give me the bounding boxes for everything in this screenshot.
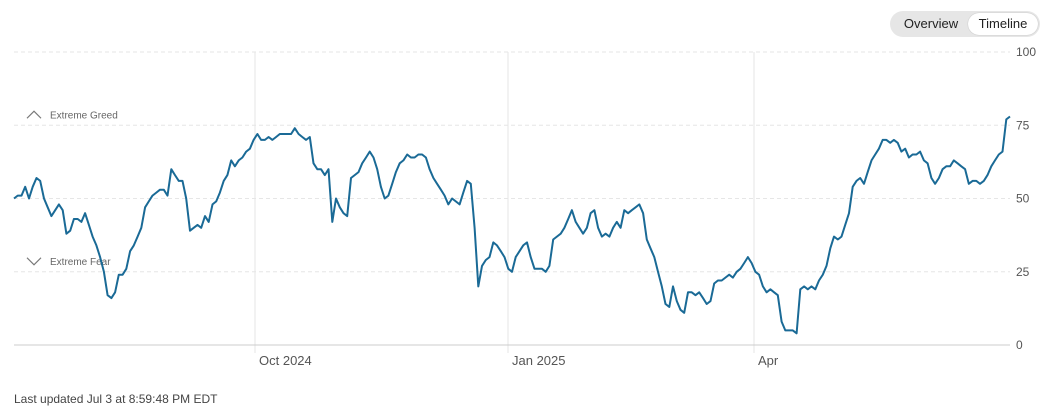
y-tick-label: 0 <box>1016 338 1023 352</box>
y-tick-label: 25 <box>1016 265 1030 279</box>
fear-greed-timeline-chart: 0 25 50 75 100 Oct 2024 Jan 2025 Apr Extreme Gr… <box>13 45 1036 368</box>
series <box>13 115 1011 335</box>
axes: 0 25 50 75 100 Oct 2024 Jan 2025 Apr <box>14 45 1036 368</box>
thresholds: Extreme Greed Extreme Fear <box>26 110 118 268</box>
chevron-down-icon <box>26 257 42 266</box>
y-tick-label: 75 <box>1016 118 1030 132</box>
threshold-label: Extreme Fear <box>50 257 111 268</box>
y-tick-label: 50 <box>1016 192 1030 206</box>
x-tick-label: Oct 2024 <box>259 353 312 368</box>
threshold-label: Extreme Greed <box>50 110 118 121</box>
grid <box>14 51 1010 353</box>
chevron-up-icon <box>26 110 42 119</box>
y-tick-label: 100 <box>1016 45 1036 59</box>
series-line <box>13 115 1011 335</box>
tab-overview[interactable]: Overview <box>903 16 959 31</box>
x-tick-label: Apr <box>758 353 779 368</box>
view-toggle: Overview Timeline <box>890 11 1040 37</box>
last-updated-text: Last updated Jul 3 at 8:59:48 PM EDT <box>14 392 218 406</box>
tab-timeline[interactable]: Timeline <box>968 13 1038 35</box>
x-tick-label: Jan 2025 <box>512 353 566 368</box>
